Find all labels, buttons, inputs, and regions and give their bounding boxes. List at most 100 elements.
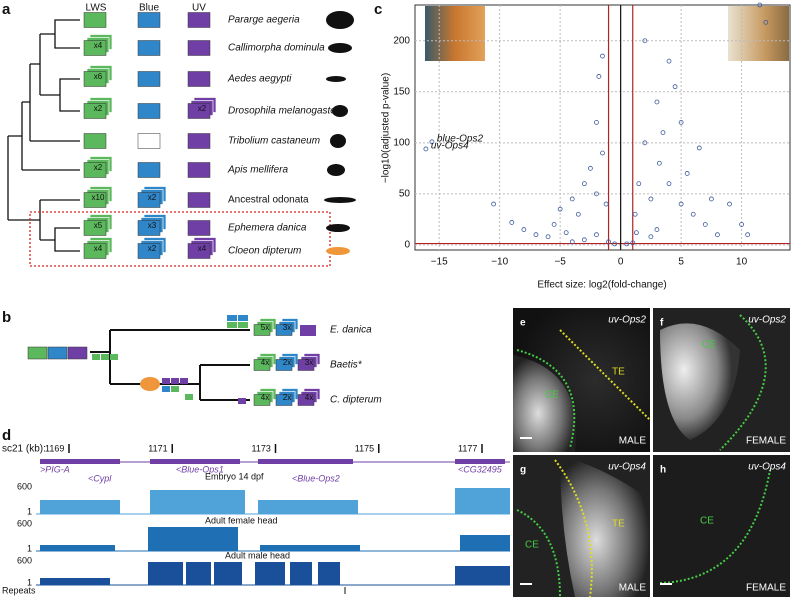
x-tick-label: −10 bbox=[491, 257, 508, 268]
phylogeny bbox=[7, 19, 80, 252]
sex-label: MALE bbox=[619, 436, 647, 447]
panel-label: b bbox=[2, 309, 11, 326]
gene-box bbox=[83, 133, 107, 149]
gene-box bbox=[137, 133, 161, 149]
dup-box bbox=[238, 322, 248, 328]
species-name: Apis mellifera bbox=[227, 165, 288, 176]
species-name: Drosophila melanogaster bbox=[228, 106, 340, 117]
column-header: LWS bbox=[86, 3, 107, 14]
point bbox=[533, 232, 539, 238]
point bbox=[632, 211, 638, 217]
panel-label: d bbox=[2, 427, 11, 444]
gene-box bbox=[83, 12, 107, 28]
x-tick-label: 5 bbox=[678, 257, 684, 268]
sex-label: MALE bbox=[619, 583, 647, 594]
plot-frame bbox=[414, 4, 791, 251]
gene-box bbox=[187, 133, 211, 149]
gene-box bbox=[297, 359, 315, 371]
track-scale: 1 bbox=[27, 543, 32, 553]
point bbox=[575, 211, 581, 217]
ancestral-lws bbox=[27, 346, 48, 360]
point bbox=[545, 234, 551, 240]
coord-tick-label: 1177 bbox=[458, 443, 477, 453]
gene-label: uv-Ops4 bbox=[608, 462, 646, 473]
gene-label: <CG32495 bbox=[458, 464, 503, 474]
point bbox=[563, 230, 569, 236]
point bbox=[630, 240, 636, 246]
point bbox=[708, 196, 714, 202]
te-outline bbox=[554, 459, 593, 597]
gene-label: <Blue-Ops2 bbox=[292, 473, 340, 483]
species-name: Ancestral odonata bbox=[228, 195, 309, 206]
track-scale: 600 bbox=[17, 555, 32, 565]
region-label: TE bbox=[612, 519, 625, 530]
point bbox=[491, 201, 497, 207]
gene-box bbox=[137, 162, 161, 178]
point bbox=[763, 19, 769, 25]
ce-outline bbox=[516, 509, 561, 597]
point bbox=[581, 237, 587, 243]
point bbox=[642, 38, 648, 44]
point bbox=[745, 232, 751, 238]
panel-a: LWS Blue UV Pararge aegeria x4 Callimorpha do… bbox=[7, 3, 356, 267]
point bbox=[684, 171, 690, 176]
inset-photo bbox=[425, 6, 485, 61]
copy-label: x4 bbox=[94, 41, 103, 50]
gene-box bbox=[83, 220, 107, 236]
gene-box bbox=[187, 71, 211, 87]
point bbox=[739, 222, 745, 227]
silhouettes bbox=[324, 11, 356, 255]
dup-box bbox=[171, 378, 179, 384]
dup-box bbox=[92, 354, 100, 360]
point bbox=[727, 201, 732, 207]
copy-label: 5x bbox=[261, 323, 269, 332]
eye-icon bbox=[140, 377, 160, 391]
dup-box bbox=[180, 378, 188, 384]
point bbox=[715, 232, 720, 238]
eye-region bbox=[560, 455, 650, 597]
taxon-name: Baetis* bbox=[330, 360, 363, 371]
ancestral-blue bbox=[47, 346, 68, 360]
dup-box bbox=[171, 386, 179, 392]
point bbox=[624, 241, 630, 247]
point bbox=[648, 196, 654, 202]
annotation: blue-Ops2 bbox=[437, 133, 484, 144]
region-label: CE bbox=[702, 340, 716, 351]
copy-label: 4x bbox=[261, 393, 269, 402]
coord-tick-label: 1171 bbox=[148, 443, 167, 453]
gene-label: uv-Ops4 bbox=[748, 462, 786, 473]
point bbox=[666, 58, 672, 64]
gene-box bbox=[83, 162, 107, 178]
x-tick-label: 0 bbox=[618, 257, 624, 268]
taxon-name: C. dipterum bbox=[330, 395, 382, 406]
track-scale: 600 bbox=[17, 481, 32, 491]
species-name: Pararge aegeria bbox=[228, 15, 300, 26]
point bbox=[423, 146, 429, 152]
species-name: Tribolium castaneum bbox=[228, 136, 320, 147]
track-scale: 1 bbox=[27, 506, 32, 516]
gene-box bbox=[275, 394, 293, 406]
gene-label: <Cypl bbox=[88, 473, 112, 483]
point bbox=[654, 99, 660, 105]
point bbox=[594, 119, 599, 125]
x-tick-label: −5 bbox=[554, 257, 566, 268]
gene-box bbox=[137, 220, 161, 236]
dup-box bbox=[227, 315, 237, 321]
panel-d: sc21 (kb): >PIG-A <Cypl <Blue-Ops1 <Blue… bbox=[2, 443, 510, 595]
panel-label: f bbox=[660, 318, 664, 329]
copy-label: x2 bbox=[148, 193, 157, 202]
copy-label: x2 bbox=[148, 244, 157, 253]
copy-label: 2x bbox=[283, 358, 291, 367]
panel-label: c bbox=[374, 1, 382, 18]
coord-label: sc21 (kb): bbox=[2, 444, 46, 455]
point bbox=[666, 181, 672, 187]
micrograph bbox=[653, 455, 790, 597]
panel-c: Effect size: log2(fold-change) −log10(ad… bbox=[381, 2, 791, 291]
point bbox=[603, 201, 609, 207]
track-scale: 600 bbox=[17, 518, 32, 528]
coverage bbox=[40, 488, 510, 585]
ancestral-uv bbox=[67, 346, 88, 360]
point bbox=[656, 160, 662, 166]
gene-box bbox=[137, 71, 161, 87]
